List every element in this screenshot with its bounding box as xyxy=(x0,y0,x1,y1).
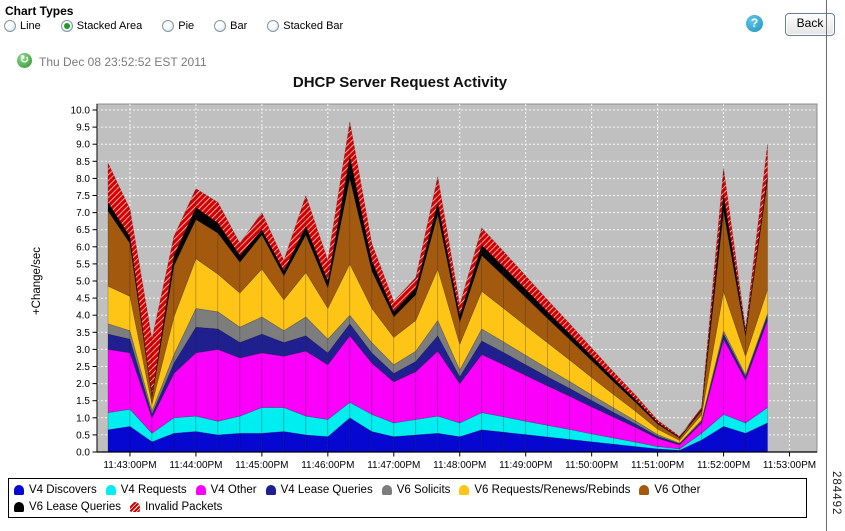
back-button[interactable]: Back xyxy=(785,13,835,36)
legend-marker-icon xyxy=(639,484,650,495)
legend-label: Invalid Packets xyxy=(145,500,223,513)
x-tick-label: 11:45:00PM xyxy=(235,460,288,471)
legend-label: V4 Requests xyxy=(120,483,187,496)
radio-label: Pie xyxy=(178,20,195,32)
legend-item-v6-lease-queries: V6 Lease Queries xyxy=(14,501,121,513)
y-tick-label: 4.5 xyxy=(76,294,90,305)
y-tick-label: 2.0 xyxy=(76,379,90,390)
legend-label: V4 Discovers xyxy=(29,483,97,496)
y-tick-label: 5.0 xyxy=(76,277,90,288)
legend-label: V4 Other xyxy=(210,483,257,496)
x-tick-label: 11:43:00PM xyxy=(103,460,156,471)
timestamp: Thu Dec 08 23:52:52 EST 2011 xyxy=(39,55,207,69)
page-divider xyxy=(826,0,827,531)
legend-label: V6 Requests/Renews/Rebinds xyxy=(474,483,631,496)
legend-item-v4-other: V4 Other xyxy=(195,483,257,496)
chart-type-radio-stacked-area[interactable]: Stacked Area xyxy=(60,20,143,32)
legend-label: V4 Lease Queries xyxy=(280,483,373,496)
radio-label: Stacked Area xyxy=(76,20,143,32)
legend-item-v4-discovers: V4 Discovers xyxy=(14,484,97,496)
y-tick-label: 5.5 xyxy=(76,259,90,270)
legend-marker-icon xyxy=(195,484,206,495)
y-axis-label: +Change/sec xyxy=(31,247,43,315)
x-tick-label: 11:53:00PM xyxy=(763,460,816,471)
series-v6-lease-queries xyxy=(107,156,768,439)
radio-button-icon[interactable] xyxy=(162,20,175,32)
legend-marker-icon xyxy=(381,484,392,495)
series-v4-other xyxy=(107,320,768,450)
y-tick-label: 0.5 xyxy=(76,430,90,441)
x-tick-label: 11:50:00PM xyxy=(565,460,618,471)
y-tick-label: 2.5 xyxy=(76,362,90,373)
series-v4-requests xyxy=(107,401,768,451)
refresh-icon[interactable]: ↻ xyxy=(17,53,32,68)
radio-button-icon[interactable] xyxy=(214,20,227,32)
y-tick-label: 6.0 xyxy=(76,242,90,253)
legend-item-v4-lease-queries: V4 Lease Queries xyxy=(265,483,373,496)
y-tick-label: 0.0 xyxy=(76,448,90,459)
legend-item-v6-solicits: V6 Solicits xyxy=(381,483,451,496)
legend-label: V6 Lease Queries xyxy=(29,500,122,513)
series-v4-discovers xyxy=(107,417,768,453)
stacked-area-chart: 0.0 0.5 1.0 1.5 2.0 2.5 3.0 3.5 4.0 4.5 5.0 5.5 6.0 6… xyxy=(31,103,818,471)
chart-type-radio-group: Line Stacked Area Pie Bar Stacked Bar xyxy=(4,20,343,32)
legend-label: V6 Other xyxy=(654,483,701,496)
y-tick-label: 1.0 xyxy=(76,413,90,424)
y-tick-label: 7.0 xyxy=(76,208,90,219)
chart-legend: V4 Discovers V4 Requests V4 Other V4 Lease … xyxy=(8,478,807,518)
legend-item-v6-other: V6 Other xyxy=(639,484,700,496)
radio-label: Line xyxy=(20,20,41,32)
x-tick-label: 11:44:00PM xyxy=(169,460,222,471)
series-invalid-packets xyxy=(107,121,768,439)
legend-marker-icon xyxy=(105,484,116,495)
y-tick-label: 10.0 xyxy=(71,106,91,117)
legend-item-invalid-packets: Invalid Packets xyxy=(130,501,222,513)
legend-marker-icon xyxy=(14,501,24,512)
series-v6-requests-renews-rebinds xyxy=(107,258,768,444)
radio-label: Stacked Bar xyxy=(283,20,344,32)
chart-type-radio-line[interactable]: Line xyxy=(4,20,41,32)
radio-button-icon[interactable] xyxy=(60,20,73,32)
radio-button-icon[interactable] xyxy=(267,20,280,32)
x-tick-label: 11:51:00PM xyxy=(631,460,684,471)
x-tick-label: 11:47:00PM xyxy=(367,460,420,471)
legend-label: V6 Solicits xyxy=(396,483,451,496)
legend-marker-icon xyxy=(130,501,141,512)
radio-label: Bar xyxy=(230,20,248,32)
legend-item-v6-requests-renews-rebinds: V6 Requests/Renews/Rebinds xyxy=(459,484,630,496)
y-tick-label: 3.0 xyxy=(76,345,90,356)
x-tick-label: 11:52:00PM xyxy=(697,460,750,471)
chart-type-radio-bar[interactable]: Bar xyxy=(214,20,247,32)
figure-number: 284492 xyxy=(830,471,842,516)
y-tick-label: 6.5 xyxy=(76,225,90,236)
help-icon[interactable]: ? xyxy=(746,15,763,32)
y-tick-label: 3.5 xyxy=(76,328,90,339)
legend-item-v4-requests: V4 Requests xyxy=(105,483,187,496)
y-tick-label: 7.5 xyxy=(76,191,90,202)
y-tick-label: 1.5 xyxy=(76,396,90,407)
legend-marker-icon xyxy=(265,484,276,495)
legend-marker-icon xyxy=(459,484,470,495)
legend-marker-icon xyxy=(14,484,24,495)
y-tick-label: 8.0 xyxy=(76,174,90,185)
x-tick-label: 11:49:00PM xyxy=(499,460,552,471)
x-tick-label: 11:48:00PM xyxy=(433,460,486,471)
radio-button-icon[interactable] xyxy=(4,20,16,32)
series-v6-other xyxy=(107,178,768,442)
y-tick-label: 8.5 xyxy=(76,157,90,168)
y-tick-label: 9.0 xyxy=(76,140,90,151)
y-tick-label: 4.0 xyxy=(76,311,90,322)
y-tick-label: 9.5 xyxy=(76,123,90,134)
chart-type-radio-pie[interactable]: Pie xyxy=(162,20,194,32)
chart-title: DHCP Server Request Activity xyxy=(292,74,508,91)
chart-types-label: Chart Types xyxy=(5,4,74,18)
chart-type-radio-stacked-bar[interactable]: Stacked Bar xyxy=(267,20,343,32)
x-tick-label: 11:46:00PM xyxy=(301,460,354,471)
